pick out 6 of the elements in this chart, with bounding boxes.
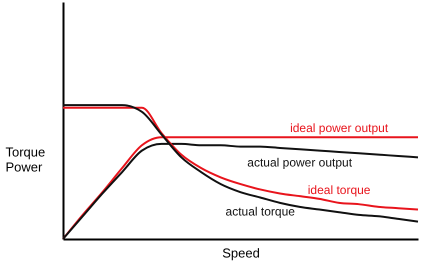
- series-label: ideal torque: [308, 182, 371, 197]
- y-axis-title: Torque Power: [6, 144, 46, 174]
- series-label: ideal power output: [290, 121, 389, 136]
- series-label: actual power output: [247, 155, 353, 170]
- series-label: actual torque: [226, 204, 296, 218]
- x-axis-title: Speed: [222, 246, 260, 260]
